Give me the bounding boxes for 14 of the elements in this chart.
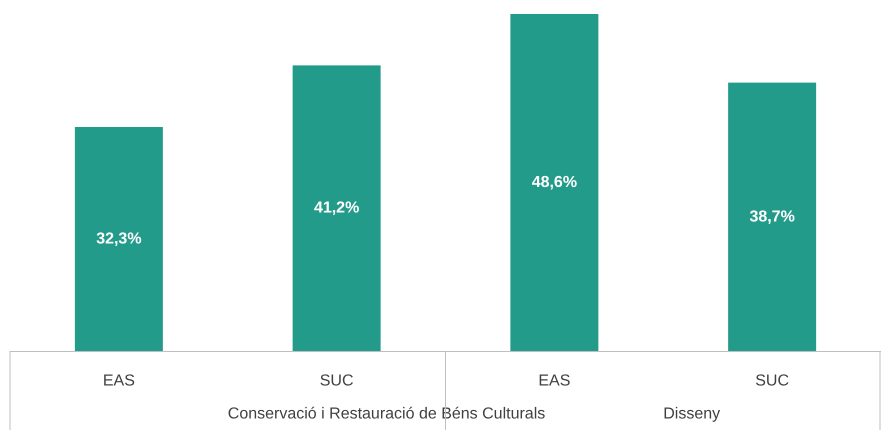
text: Conservació i Restauració de Béns Culturals <box>228 406 546 422</box>
bar <box>510 14 598 351</box>
x-tick-label: SUC <box>755 372 790 390</box>
x-tick-label: SUC <box>320 372 354 390</box>
x-tick-label: EAS <box>102 372 135 390</box>
bar <box>728 82 816 351</box>
data-label: 41,2% <box>314 200 360 217</box>
data-label: 48,6% <box>532 174 578 191</box>
bar <box>74 127 163 351</box>
x-tick-label: EAS <box>538 372 570 390</box>
text: Disseny <box>663 406 720 422</box>
data-label: 38,7% <box>749 208 795 226</box>
bar <box>292 65 381 351</box>
data-label: 32,3% <box>96 230 142 248</box>
